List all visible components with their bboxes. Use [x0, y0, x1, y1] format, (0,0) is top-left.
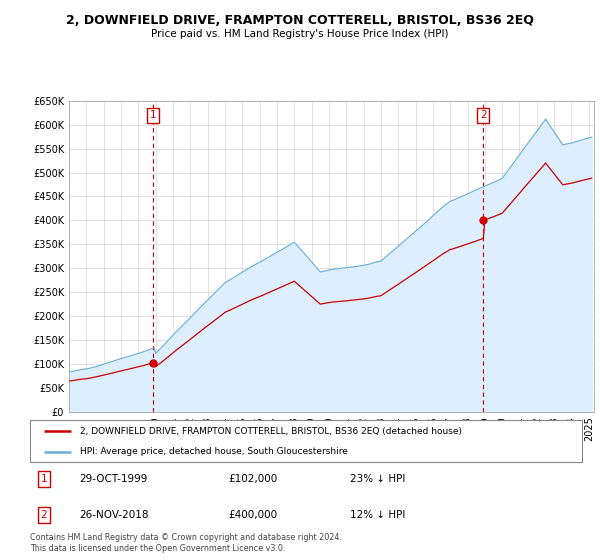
Text: 2, DOWNFIELD DRIVE, FRAMPTON COTTERELL, BRISTOL, BS36 2EQ (detached house): 2, DOWNFIELD DRIVE, FRAMPTON COTTERELL, … — [80, 427, 461, 436]
Text: 2, DOWNFIELD DRIVE, FRAMPTON COTTERELL, BRISTOL, BS36 2EQ: 2, DOWNFIELD DRIVE, FRAMPTON COTTERELL, … — [66, 14, 534, 27]
Text: HPI: Average price, detached house, South Gloucestershire: HPI: Average price, detached house, Sout… — [80, 447, 347, 456]
Text: 26-NOV-2018: 26-NOV-2018 — [80, 510, 149, 520]
Text: £102,000: £102,000 — [229, 474, 278, 484]
Text: Price paid vs. HM Land Registry's House Price Index (HPI): Price paid vs. HM Land Registry's House … — [151, 29, 449, 39]
Text: 2: 2 — [480, 110, 487, 120]
Text: 29-OCT-1999: 29-OCT-1999 — [80, 474, 148, 484]
Text: Contains HM Land Registry data © Crown copyright and database right 2024.
This d: Contains HM Land Registry data © Crown c… — [30, 533, 342, 553]
Text: 1: 1 — [149, 110, 156, 120]
Text: £400,000: £400,000 — [229, 510, 278, 520]
Text: 2: 2 — [40, 510, 47, 520]
FancyBboxPatch shape — [30, 420, 582, 462]
Text: 23% ↓ HPI: 23% ↓ HPI — [350, 474, 406, 484]
Text: 1: 1 — [40, 474, 47, 484]
Text: 12% ↓ HPI: 12% ↓ HPI — [350, 510, 406, 520]
